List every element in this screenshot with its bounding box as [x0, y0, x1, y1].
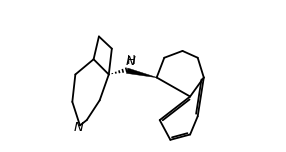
Text: H: H — [127, 54, 136, 67]
Text: N: N — [73, 121, 83, 134]
Text: N: N — [126, 55, 136, 68]
Polygon shape — [126, 68, 157, 78]
